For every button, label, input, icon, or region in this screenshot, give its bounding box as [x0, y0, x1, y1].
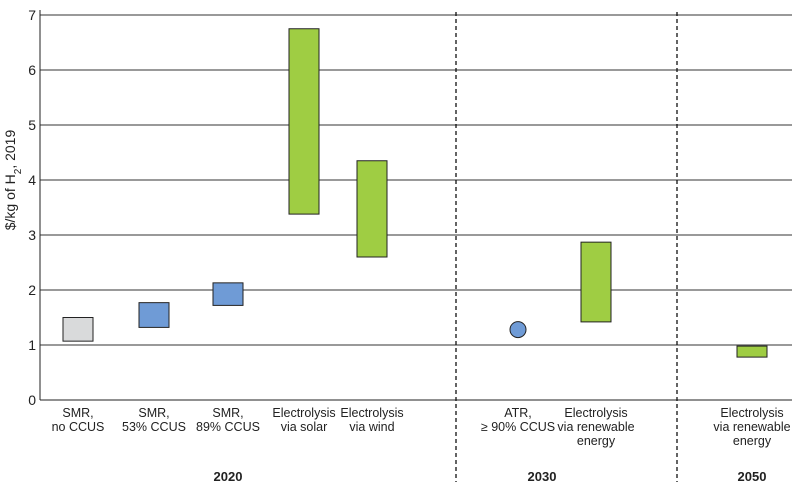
range-bar: [356, 160, 388, 258]
category-label: SMR, no CCUS: [52, 406, 105, 434]
range-point: [509, 321, 527, 339]
category-label: ATR, ≥ 90% CCUS: [481, 406, 555, 434]
y-axis-label: $/kg of H2, 2019: [2, 130, 24, 231]
group-label: 2050: [738, 469, 767, 484]
y-tick-label: 3: [28, 227, 36, 243]
y-tick-label: 5: [28, 117, 36, 133]
y-tick-label: 2: [28, 282, 36, 298]
range-bar: [736, 345, 768, 358]
range-bar: [62, 317, 94, 342]
group-label: 2030: [528, 469, 557, 484]
divider-layer: [455, 12, 678, 482]
category-label: Electrolysis via renewable energy: [713, 406, 790, 448]
text-layer: 0 1 2 3 4 5 6 7 SMR, no CCUS SMR, 53% CCUS SMR, 89% C…: [28, 7, 790, 484]
grid-layer: [39, 10, 792, 401]
y-tick-label: 1: [28, 337, 36, 353]
category-label: SMR, 89% CCUS: [196, 406, 260, 434]
range-bar: [288, 28, 320, 215]
y-tick-label: 7: [28, 7, 36, 23]
category-label: SMR, 53% CCUS: [122, 406, 186, 434]
group-label: 2020: [214, 469, 243, 484]
range-bar: [138, 302, 170, 328]
y-tick-label: 4: [28, 172, 36, 188]
range-bar: [580, 241, 612, 323]
category-label: Electrolysis via wind: [340, 406, 403, 434]
y-tick-label: 0: [28, 392, 36, 408]
y-tick-label: 6: [28, 62, 36, 78]
range-bar: [212, 282, 244, 306]
category-label: Electrolysis via solar: [272, 406, 335, 434]
mark-layer: [62, 28, 768, 358]
y-axis-label-tail: , 2019: [2, 130, 18, 169]
category-label: Electrolysis via renewable energy: [557, 406, 634, 448]
y-axis-label-subscript: 2: [13, 168, 24, 174]
y-axis-label-main: $/kg of H: [2, 174, 18, 230]
